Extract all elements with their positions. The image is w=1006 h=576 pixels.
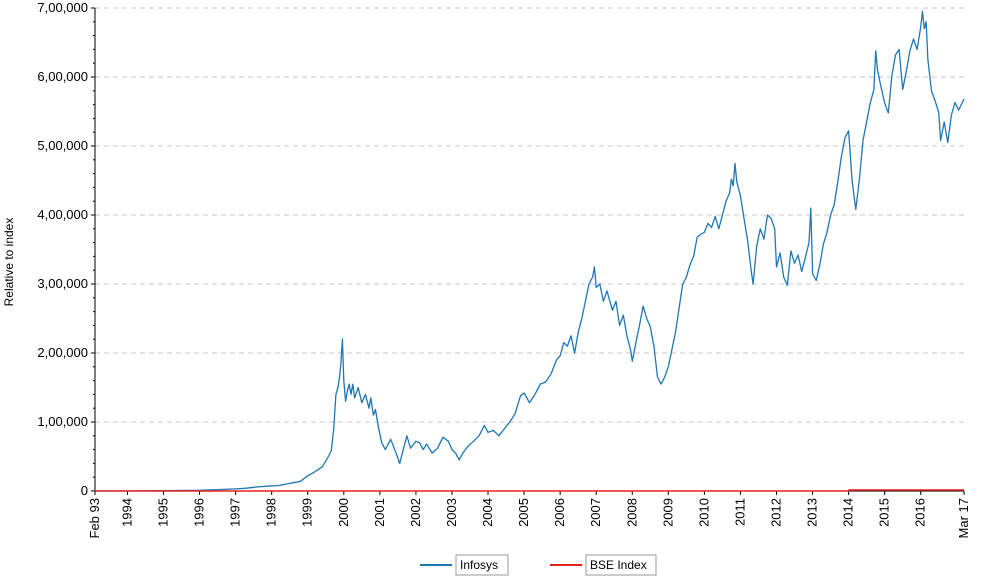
legend-label-bse-index: BSE Index bbox=[590, 558, 647, 572]
series-lines bbox=[94, 10, 965, 492]
x-tick-label: 1995 bbox=[156, 498, 171, 527]
x-tick-label: Mar 17 bbox=[956, 498, 971, 538]
x-tick-label: 1999 bbox=[300, 498, 315, 527]
x-tick-label: 2001 bbox=[372, 498, 387, 527]
x-tick-label: 2011 bbox=[732, 498, 747, 526]
x-tick-label: 2002 bbox=[408, 498, 423, 527]
x-tick-label: 2010 bbox=[696, 498, 711, 527]
x-tick-label: 2016 bbox=[913, 498, 928, 527]
x-tick-label: 2009 bbox=[660, 498, 675, 527]
y-tick-label: 4,00,000 bbox=[37, 207, 88, 222]
y-tick-label: 0 bbox=[81, 483, 88, 498]
y-tick-label: 1,00,000 bbox=[37, 414, 88, 429]
x-tick-label: 1996 bbox=[192, 498, 207, 527]
y-tick-label: 3,00,000 bbox=[37, 276, 88, 291]
x-tick-label: 2006 bbox=[552, 498, 567, 527]
x-tick-label: 1997 bbox=[228, 498, 243, 527]
legend-box-bse-index bbox=[585, 554, 657, 576]
x-tick-label: 2015 bbox=[877, 498, 892, 527]
series-line-infosys bbox=[94, 10, 965, 492]
y-tick-label: 2,00,000 bbox=[37, 345, 88, 360]
x-tick-label: 2004 bbox=[480, 498, 495, 527]
x-tick-label: 2000 bbox=[336, 498, 351, 527]
x-tick-label: 2008 bbox=[624, 498, 639, 527]
x-tick-label: 2003 bbox=[444, 498, 459, 527]
series-line-bse-index bbox=[95, 489, 964, 492]
y-tick-labels: 0 1,00,000 2,00,000 3,00,000 4,00,000 5,00,00… bbox=[37, 0, 88, 498]
x-tick-labels: Feb 93 1994 1995 1996 1997 1998 1999 2000 2001 20… bbox=[87, 498, 971, 538]
x-tick-label: 1998 bbox=[264, 498, 279, 527]
y-tick-label: 5,00,000 bbox=[37, 138, 88, 153]
x-tick-label: 1994 bbox=[119, 498, 134, 527]
x-tick-label: 2014 bbox=[841, 498, 856, 527]
legend: Infosys BSE Index bbox=[420, 554, 657, 576]
legend-label-infosys: Infosys bbox=[460, 558, 498, 572]
x-tick-label: 2005 bbox=[516, 498, 531, 527]
y-axis-label: Relative to index bbox=[2, 218, 16, 307]
y-tick-label: 6,00,000 bbox=[37, 69, 88, 84]
x-tick-label: 2012 bbox=[768, 498, 783, 527]
legend-box-infosys bbox=[455, 554, 509, 576]
y-tick-label: 7,00,000 bbox=[37, 0, 88, 15]
x-tick-label: 2013 bbox=[805, 498, 820, 527]
gridlines bbox=[95, 7, 964, 423]
x-tick-label: 2007 bbox=[588, 498, 603, 527]
x-tick-label: Feb 93 bbox=[87, 498, 102, 538]
